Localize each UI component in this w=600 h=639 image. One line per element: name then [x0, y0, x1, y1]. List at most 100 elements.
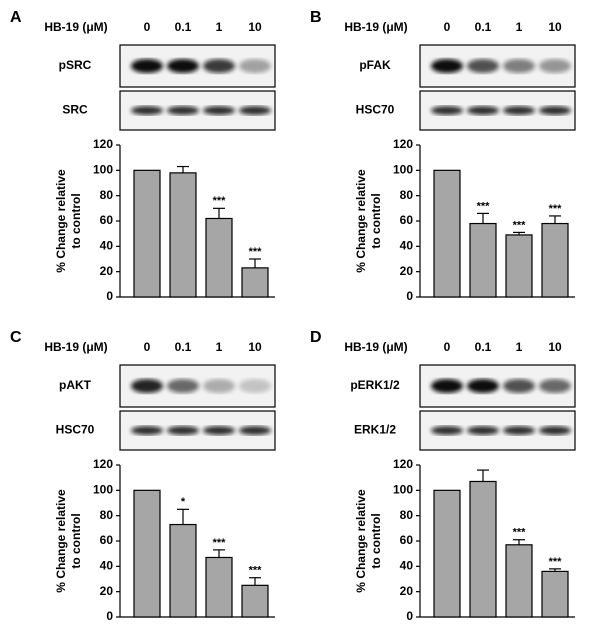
bar [433, 169, 461, 298]
error-bar [513, 539, 525, 545]
y-tick-label: 60 [100, 533, 114, 547]
dose-value: 0 [444, 20, 451, 34]
bar [505, 544, 533, 618]
significance-label: *** [213, 537, 227, 549]
bar [241, 267, 269, 298]
significance-label: * [181, 496, 186, 508]
dose-label: HB-19 (μM) [44, 340, 107, 354]
dose-value: 1 [516, 20, 523, 34]
dose-value: 1 [216, 340, 223, 354]
blot-band [239, 59, 271, 73]
blot-band [467, 106, 499, 115]
panel: B HB-19 (μM) 0 0.1 1 10 pFAK HSC70 0 20 40 60 80 100 1… [310, 9, 576, 303]
y-tick-label: 120 [93, 137, 113, 151]
y-axis-label-line: % Change relative [354, 169, 368, 273]
significance-label: *** [477, 200, 491, 212]
dose-value: 0.1 [175, 20, 192, 34]
y-axis-label-line: % Change relative [54, 489, 68, 593]
dose-value: 10 [548, 20, 562, 34]
significance-label: *** [513, 219, 527, 231]
blot-band [539, 426, 571, 435]
blot-band [167, 59, 199, 73]
y-tick-label: 120 [393, 457, 413, 471]
y-tick-label: 20 [400, 584, 414, 598]
y-tick-label: 20 [100, 264, 114, 278]
y-tick-label: 80 [100, 508, 114, 522]
blot-label: pSRC [59, 58, 92, 72]
panel-label: D [310, 329, 322, 346]
blot-band [131, 379, 163, 393]
y-axis-label-line: % Change relative [354, 489, 368, 593]
bar [469, 480, 497, 618]
error-bar [513, 231, 525, 235]
blot-label: pERK1/2 [350, 378, 400, 392]
blot-band [131, 426, 163, 435]
blot-band [239, 379, 271, 393]
panel-label: C [10, 329, 22, 346]
blot-band [167, 379, 199, 393]
y-tick-label: 100 [393, 483, 413, 497]
y-axis-label: % Change relative to control [54, 169, 83, 273]
dose-value: 10 [248, 340, 262, 354]
blot-band [539, 106, 571, 115]
y-axis-label-line: to control [369, 193, 383, 248]
y-tick-label: 100 [93, 163, 113, 177]
dose-label: HB-19 (μM) [344, 20, 407, 34]
blot-band [167, 426, 199, 435]
y-tick-label: 120 [93, 457, 113, 471]
blot-band [539, 59, 571, 73]
error-bar [249, 577, 261, 586]
blot-band [503, 59, 535, 73]
blot-band [431, 426, 463, 435]
error-bar [177, 508, 189, 525]
y-tick-label: 20 [400, 264, 414, 278]
dose-value: 0 [144, 20, 151, 34]
bar [433, 489, 461, 618]
error-bar [477, 469, 489, 482]
y-tick-label: 0 [406, 289, 413, 303]
panel-label: B [310, 9, 322, 26]
blot-band [503, 379, 535, 393]
significance-label: *** [213, 195, 227, 207]
bar [205, 217, 233, 298]
significance-label: *** [513, 527, 527, 539]
y-axis-label-line: to control [69, 513, 83, 568]
y-tick-label: 60 [400, 533, 414, 547]
y-axis-label-line: to control [369, 513, 383, 568]
bar [205, 556, 233, 618]
dose-value: 0.1 [475, 20, 492, 34]
blot-label: pFAK [359, 58, 391, 72]
dose-value: 10 [248, 20, 262, 34]
error-bar [213, 549, 225, 558]
blot-band [203, 106, 235, 115]
blot-band [539, 379, 571, 393]
error-bar [249, 258, 261, 268]
blot-band [431, 106, 463, 115]
blot-band [203, 426, 235, 435]
blot-band [431, 59, 463, 73]
y-axis-label-line: to control [69, 193, 83, 248]
blot-band [167, 106, 199, 115]
y-tick-label: 80 [100, 188, 114, 202]
significance-label: *** [249, 246, 263, 258]
y-tick-label: 40 [100, 239, 114, 253]
dose-value: 0 [444, 340, 451, 354]
y-tick-label: 60 [400, 213, 414, 227]
dose-label: HB-19 (μM) [44, 20, 107, 34]
dose-value: 1 [516, 340, 523, 354]
dose-value: 10 [548, 340, 562, 354]
blot-band [467, 379, 499, 393]
y-tick-label: 60 [100, 213, 114, 227]
significance-label: *** [249, 565, 263, 577]
bar [241, 584, 269, 618]
blot-label: SRC [62, 103, 88, 117]
y-tick-label: 0 [106, 289, 113, 303]
y-tick-label: 20 [100, 584, 114, 598]
dose-value: 0 [144, 340, 151, 354]
blot-band [131, 106, 163, 115]
blot-band [431, 379, 463, 393]
blot-band [467, 426, 499, 435]
bar [469, 222, 497, 298]
